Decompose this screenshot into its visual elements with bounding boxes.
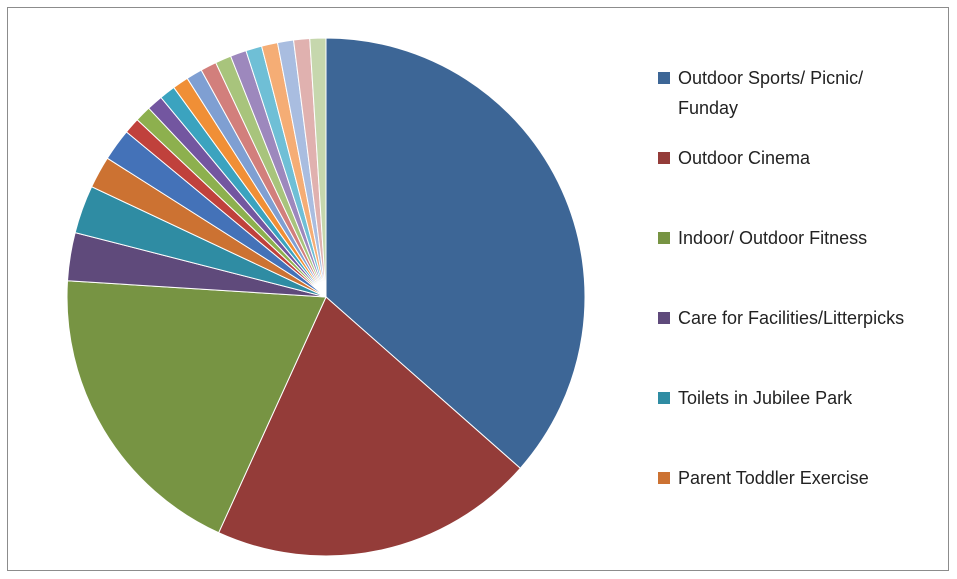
legend-swatch — [658, 72, 670, 84]
legend-swatch — [658, 312, 670, 324]
legend-swatch — [658, 232, 670, 244]
legend-label: Outdoor Cinema — [678, 148, 811, 168]
pie-slice — [66, 280, 327, 534]
legend-swatch — [658, 472, 670, 484]
pie-slice — [218, 296, 521, 557]
legend-label: Toilets in Jubilee Park — [678, 388, 853, 408]
legend-label: Care for Facilities/Litterpicks — [678, 308, 905, 328]
legend-swatch — [658, 152, 670, 164]
pie-slice — [309, 37, 327, 298]
pie-slice — [325, 37, 586, 469]
legend-swatch — [658, 392, 670, 404]
legend-label: Indoor/ Outdoor Fitness — [678, 228, 868, 248]
pie — [66, 37, 586, 557]
legend-label: Parent Toddler Exercise — [678, 468, 869, 488]
legend-label: Outdoor Sports/ Picnic/ Funday — [678, 68, 864, 118]
